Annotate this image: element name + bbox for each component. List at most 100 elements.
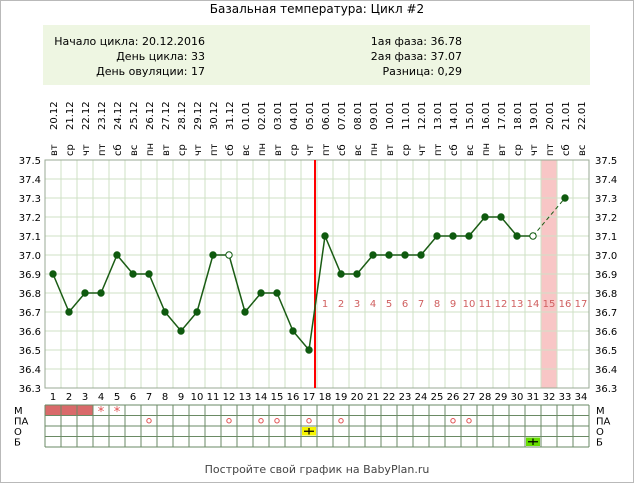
day-number: 7: [146, 392, 152, 403]
weekday-label: вт: [273, 144, 284, 156]
day-number: 29: [495, 392, 508, 403]
weekday-label: вт: [161, 144, 172, 156]
day-number: 3: [82, 392, 88, 403]
weekday-label: пт: [209, 143, 220, 156]
date-label: 17.01: [497, 101, 508, 130]
y-tick-left: 36.8: [19, 289, 41, 300]
y-tick-right: 37.1: [595, 232, 617, 243]
day-number: 4: [98, 392, 104, 403]
temperature-point: [561, 194, 569, 202]
temperature-point: [289, 327, 297, 335]
date-label: 24.12: [113, 101, 124, 130]
y-tick-left: 37.0: [19, 251, 41, 262]
phase-day-number: 11: [479, 299, 492, 310]
temperature-point: [481, 213, 489, 221]
date-label: 27.12: [161, 101, 172, 130]
phase-day-number: 2: [338, 299, 344, 310]
date-label: 10.01: [385, 101, 396, 130]
date-label: 22.01: [577, 101, 588, 130]
phase-day-number: 12: [495, 299, 508, 310]
day-number: 33: [559, 392, 572, 403]
temperature-line-dashed: [532, 197, 566, 237]
plot-border: [44, 159, 590, 389]
date-label: 09.01: [369, 101, 380, 130]
o-marker: [306, 418, 312, 424]
y-tick-left: 36.4: [19, 365, 41, 376]
weekday-label: пн: [145, 143, 156, 156]
menstruation-cell: [45, 405, 61, 416]
o-marker: [338, 418, 344, 424]
star-marker: *: [114, 405, 121, 420]
weekday-label: вт: [385, 144, 396, 156]
phase2-text: 2ая фаза: 37.07: [370, 50, 462, 63]
date-label: 14.01: [449, 101, 460, 130]
weekday-label: сб: [561, 144, 572, 156]
date-label: 11.01: [401, 101, 412, 130]
date-label: 08.01: [353, 101, 364, 130]
weekday-label: чт: [305, 144, 316, 156]
weekday-label: сб: [449, 144, 460, 156]
day-number: 2: [66, 392, 72, 403]
date-label: 12.01: [417, 101, 428, 130]
temperature-point: [193, 308, 201, 316]
phase-day-number: 3: [354, 299, 360, 310]
ovulation-day-text: День овуляции: 17: [96, 65, 205, 78]
weekday-label: пн: [369, 143, 380, 156]
temperature-point: [401, 251, 409, 259]
o-marker: [274, 418, 280, 424]
phase-day-number: 13: [511, 299, 524, 310]
date-label: 06.01: [321, 101, 332, 130]
phase-day-number: 5: [386, 299, 392, 310]
y-tick-right: 36.8: [595, 289, 617, 300]
day-number: 24: [415, 392, 428, 403]
day-number: 12: [223, 392, 236, 403]
row-label-right: О: [596, 427, 604, 438]
date-label: 19.01: [529, 101, 540, 130]
day-number: 26: [447, 392, 460, 403]
temperature-point: [497, 213, 505, 221]
day-number: 18: [319, 392, 332, 403]
date-label: 04.01: [289, 101, 300, 130]
day-number: 34: [575, 392, 588, 403]
temperature-point: [65, 308, 73, 316]
date-label: 28.12: [177, 101, 188, 130]
weekday-label: пт: [97, 143, 108, 156]
row-label-right: ПА: [596, 417, 611, 428]
phase-day-number: 4: [370, 299, 376, 310]
y-tick-left: 36.7: [19, 308, 41, 319]
temperature-point: [81, 289, 89, 297]
temperature-point: [433, 232, 441, 240]
day-number: 20: [351, 392, 364, 403]
pa-plus-marker: [304, 428, 314, 435]
o-marker: [450, 418, 456, 424]
temperature-point: [305, 346, 313, 354]
day-number: 13: [239, 392, 252, 403]
row-label-left: ПА: [14, 417, 29, 428]
date-label: 20.12: [49, 101, 60, 130]
chart-title: Базальная температура: Цикл #2: [209, 2, 425, 16]
day-number: 6: [130, 392, 136, 403]
day-number: 10: [191, 392, 204, 403]
o-marker: [226, 418, 232, 424]
temperature-point: [113, 251, 121, 259]
o-marker: [146, 418, 152, 424]
date-label: 13.01: [433, 101, 444, 130]
y-tick-left: 37.4: [19, 175, 41, 186]
moon-icon: [467, 164, 474, 178]
y-tick-left: 37.1: [19, 232, 41, 243]
weekday-label: вс: [353, 145, 364, 156]
day-number: 16: [287, 392, 300, 403]
temperature-point: [337, 270, 345, 278]
date-label: 01.01: [241, 101, 252, 130]
date-label: 25.12: [129, 101, 140, 130]
y-tick-left: 36.3: [19, 384, 41, 395]
date-label: 22.12: [81, 101, 92, 130]
day-number: 19: [335, 392, 348, 403]
menstruation-cell: [77, 405, 93, 416]
weekday-label: вт: [49, 144, 60, 156]
weekday-label: ср: [513, 144, 524, 156]
phase-day-number: 7: [418, 299, 424, 310]
date-label: 03.01: [273, 101, 284, 130]
footer-link[interactable]: Постройте свой график на BabyPlan.ru: [204, 463, 430, 476]
